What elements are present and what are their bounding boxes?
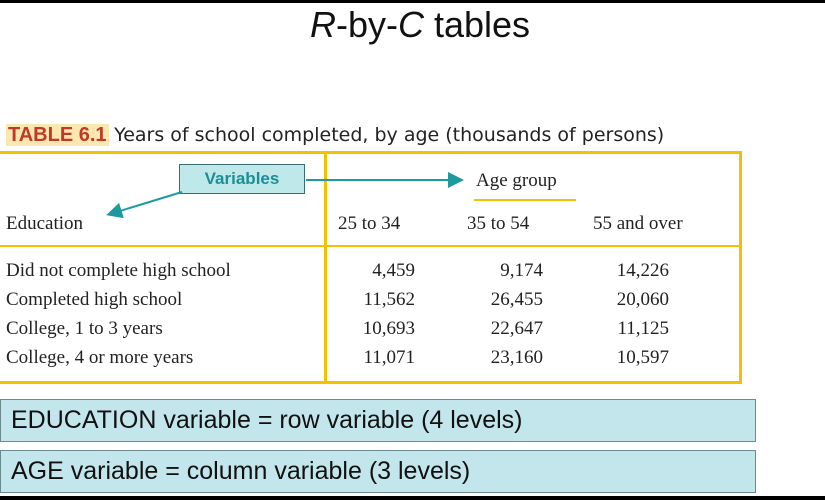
row-header: Education: [6, 213, 84, 234]
table-cell: 26,455: [490, 289, 543, 310]
table-right-border: [739, 151, 742, 384]
table-cell: 10,597: [616, 347, 669, 368]
column-header-1: 25 to 34: [338, 213, 401, 234]
column-header-3: 55 and over: [593, 213, 683, 234]
table-cell: 4,459: [372, 260, 415, 281]
table-cell: 22,647: [490, 318, 543, 339]
column-variable-text: AGE variable = column variable (3 levels…: [11, 457, 471, 485]
variables-label: Variables: [204, 169, 280, 188]
title-by: -by-: [335, 4, 398, 45]
row-label: College, 1 to 3 years: [6, 318, 163, 339]
title-c: C: [397, 4, 424, 45]
title-tables: tables: [423, 4, 531, 45]
table-caption-text: Years of school completed, by age (thous…: [114, 124, 665, 146]
column-header-2: 35 to 54: [467, 213, 530, 234]
row-variable-note: EDUCATION variable = row variable (4 lev…: [0, 399, 756, 442]
table-caption: TABLE 6.1 Years of school completed, by …: [6, 124, 664, 147]
table-column-divider: [324, 151, 327, 384]
variables-label-box: Variables: [179, 164, 305, 194]
table-cell: 11,125: [617, 318, 669, 339]
table-cell: 23,160: [490, 347, 543, 368]
table-cell: 14,226: [616, 260, 669, 281]
table-cell: 20,060: [616, 289, 669, 310]
table-number: TABLE 6.1: [6, 124, 109, 146]
bottom-border: [0, 496, 825, 500]
arrow-to-education: [106, 191, 183, 219]
table-cell: 11,562: [363, 289, 415, 310]
column-group-label: Age group: [476, 170, 557, 191]
title-r: R: [309, 4, 336, 45]
table-top-rule: [0, 151, 742, 154]
slide-title: R-by-C tables: [0, 4, 825, 46]
table-bottom-rule: [0, 381, 742, 384]
table-cell: 11,071: [363, 347, 415, 368]
age-group-underline: [474, 199, 576, 201]
row-variable-text: EDUCATION variable = row variable (4 lev…: [11, 406, 523, 434]
column-variable-note: AGE variable = column variable (3 levels…: [0, 450, 756, 493]
table-header-rule: [0, 245, 742, 247]
table-cell: 10,693: [362, 318, 415, 339]
table-cell: 9,174: [500, 260, 543, 281]
row-label: Did not complete high school: [6, 260, 231, 281]
top-border: [0, 0, 825, 3]
row-label: College, 4 or more years: [6, 347, 194, 368]
row-label: Completed high school: [6, 289, 183, 310]
